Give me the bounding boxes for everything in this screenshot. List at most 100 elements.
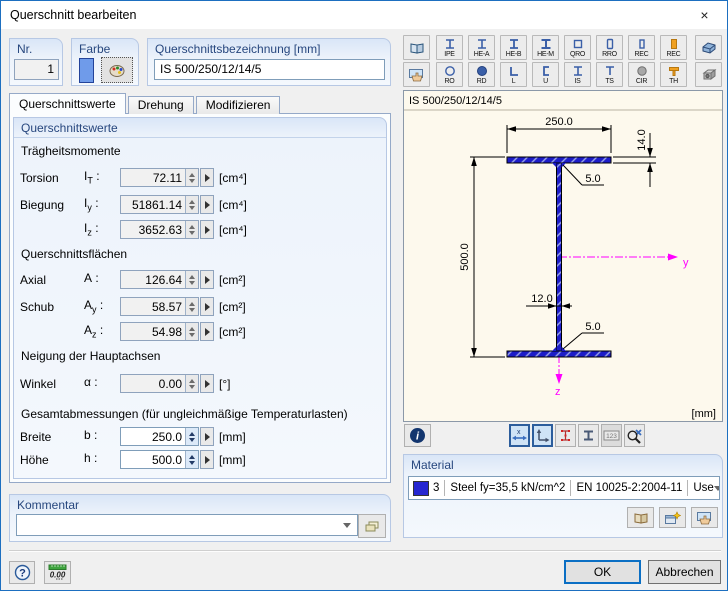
dimension-x-toggle[interactable]: x — [509, 424, 530, 447]
t-section-icon — [605, 65, 614, 75]
close-button[interactable]: × — [682, 1, 727, 29]
info-button[interactable]: i — [404, 424, 431, 447]
profile-button-he-b[interactable]: HE-B — [500, 35, 527, 60]
spinner — [185, 375, 198, 392]
numbering-button[interactable]: 123 — [601, 424, 622, 447]
axis-y-label: y — [683, 257, 689, 269]
i-section-icon — [477, 38, 486, 49]
dimension-lines — [470, 125, 656, 358]
row-symbol: IT : — [84, 169, 100, 186]
detail-arrow-button[interactable] — [200, 270, 214, 289]
material-extra: Use — [693, 482, 714, 494]
i-beam-icon — [584, 430, 593, 441]
width-field[interactable]: 250.0 — [120, 427, 199, 446]
area-field: 126.64 — [120, 270, 199, 289]
tab-querschnittswerte[interactable]: Querschnittswerte — [9, 93, 126, 114]
section-outline-button[interactable] — [578, 424, 599, 447]
profile-button-cir[interactable]: CIR — [628, 62, 655, 87]
form-row-iy: Biegung Iy : 51861.14 [cm⁴] — [14, 195, 388, 214]
material-combobox[interactable]: 3 Steel fy=35,5 kN/cm^2 EN 10025-2:2004-… — [408, 476, 720, 500]
new-material-button[interactable] — [659, 507, 686, 528]
user-section-button[interactable] — [403, 62, 430, 87]
principal-axes — [558, 256, 670, 377]
profile-button-ipe[interactable]: IPE — [436, 35, 463, 60]
kommentar-combobox[interactable] — [16, 514, 358, 536]
iy-field: 51861.14 — [120, 195, 199, 214]
row-unit: [cm²] — [219, 324, 246, 339]
profile-button-rec-solid[interactable]: REC — [660, 35, 687, 60]
dimension-yz-toggle[interactable] — [532, 424, 553, 447]
profile-button-he-a[interactable]: HE-A — [468, 35, 495, 60]
profile-button-rro[interactable]: RRO — [596, 35, 623, 60]
rect-hollow-icon — [606, 38, 613, 49]
material-library-button[interactable] — [627, 507, 654, 528]
ok-button[interactable]: OK — [564, 560, 641, 584]
detail-arrow-button[interactable] — [200, 168, 214, 187]
spinner — [185, 323, 198, 340]
svg-text:5.0: 5.0 — [585, 173, 600, 185]
detail-arrow-button[interactable] — [200, 195, 214, 214]
material-name: Steel fy=35,5 kN/cm^2 — [450, 482, 566, 494]
book-icon — [410, 42, 423, 54]
detail-arrow-button[interactable] — [200, 297, 214, 316]
profile-button-th[interactable]: TH — [660, 62, 687, 87]
help-button[interactable]: ? — [9, 561, 35, 584]
profile-button-is[interactable]: IS — [564, 62, 591, 87]
spinner[interactable] — [185, 451, 198, 468]
section-library-button[interactable] — [403, 35, 430, 60]
detail-arrow-button[interactable] — [200, 220, 214, 239]
material-color-swatch — [413, 480, 429, 496]
profile-toolbar-row1: IPE HE-A HE-B HE-M QRO RRO — [403, 35, 722, 60]
rect-solid-icon — [670, 38, 677, 49]
detail-arrow-button[interactable] — [200, 322, 214, 341]
dimension-labels: 250.0 14.0 5.0 500.0 12.0 5.0 [mm] — [459, 116, 716, 420]
angle-field: 0.00 — [120, 374, 199, 393]
row-label: Schub — [20, 299, 55, 314]
svg-text:5.0: 5.0 — [585, 321, 600, 333]
tab-modifizieren[interactable]: Modifizieren — [195, 96, 281, 114]
row-symbol: Az : — [84, 323, 104, 340]
i-section-icon — [445, 38, 454, 49]
row-unit: [cm⁴] — [219, 222, 247, 237]
units-decimals-button[interactable]: 0.00 — [44, 561, 71, 584]
spinner — [185, 271, 198, 288]
profile-button-qro[interactable]: QRO — [564, 35, 591, 60]
profile-button-he-m[interactable]: HE-M — [532, 35, 559, 60]
nr-field: 1 — [14, 59, 59, 80]
zoom-reset-button[interactable] — [624, 424, 645, 447]
color-picker-button[interactable] — [101, 57, 133, 83]
rolled-section-3d-button[interactable] — [695, 35, 722, 60]
tab-drehung[interactable]: Drehung — [127, 96, 194, 114]
comment-manager-button[interactable] — [358, 514, 386, 538]
kommentar-label: Kommentar — [17, 498, 80, 512]
profile-button-rec-hollow[interactable]: REC — [628, 35, 655, 60]
l-section-icon — [509, 66, 518, 76]
profile-button-ts[interactable]: TS — [596, 62, 623, 87]
rect-icon — [638, 38, 645, 49]
cancel-button[interactable]: Abbrechen — [648, 560, 721, 584]
svg-text:500.0: 500.0 — [459, 243, 471, 271]
detail-arrow-button[interactable] — [200, 450, 214, 469]
group-bezeichnung: Querschnittsbezeichnung [mm] IS 500/250/… — [147, 38, 391, 86]
profile-button-l[interactable]: L — [500, 62, 527, 87]
row-label: Biegung — [20, 197, 65, 212]
row-label: Torsion — [20, 170, 59, 185]
profile-button-rd[interactable]: RD — [468, 62, 495, 87]
divider — [570, 480, 572, 496]
row-unit: [cm²] — [219, 299, 246, 314]
height-field[interactable]: 500.0 — [120, 450, 199, 469]
title-bar: Querschnitt bearbeiten × — [1, 1, 727, 30]
tab-panel-querschnittswerte: Querschnittswerte Trägheitsmomente Torsi… — [9, 113, 391, 483]
bezeichnung-field[interactable]: IS 500/250/12/14/5 — [154, 59, 385, 80]
solid-section-3d-button[interactable] — [695, 62, 722, 87]
stress-points-button[interactable] — [555, 424, 576, 447]
spinner[interactable] — [185, 428, 198, 445]
profile-button-u[interactable]: U — [532, 62, 559, 87]
detail-arrow-button[interactable] — [200, 374, 214, 393]
i-section-icon — [541, 38, 550, 49]
edit-material-button[interactable] — [691, 507, 718, 528]
detail-arrow-button[interactable] — [200, 427, 214, 446]
profile-button-ro[interactable]: RO — [436, 62, 463, 87]
svg-text:?: ? — [19, 568, 26, 580]
